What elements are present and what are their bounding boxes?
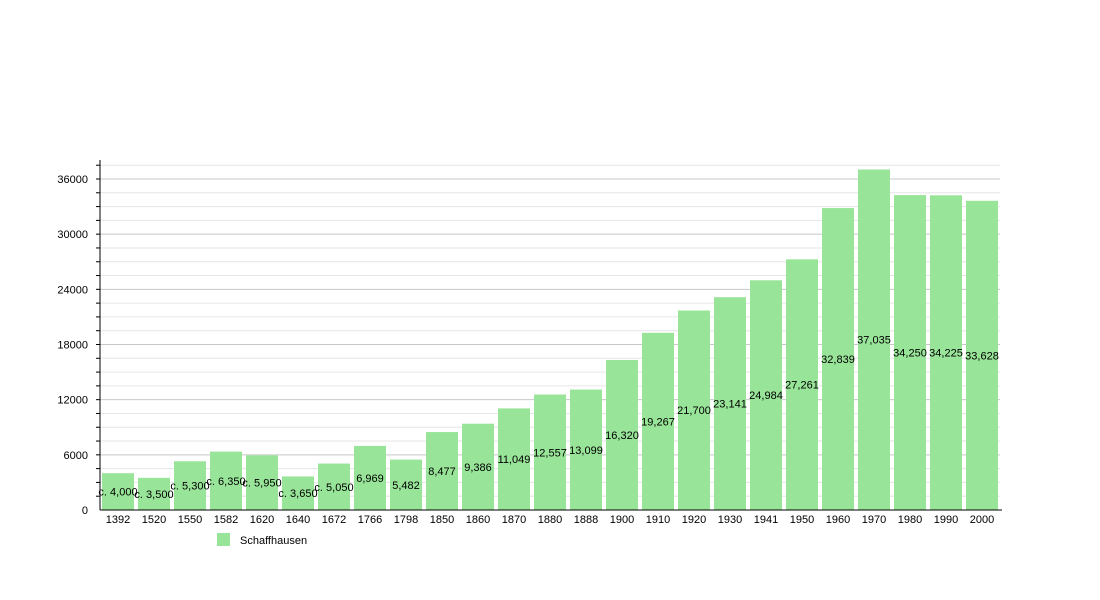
data-label: 6,969 (356, 473, 384, 485)
x-tick-label: 1520 (142, 514, 166, 526)
data-label: 32,839 (821, 354, 855, 366)
data-label: 8,477 (428, 466, 456, 478)
data-label: 24,984 (749, 390, 783, 402)
y-tick-label: 12000 (57, 395, 88, 407)
y-tick-label: 30000 (57, 229, 88, 241)
bar-1766 (354, 445, 386, 510)
bar-1900 (606, 359, 638, 510)
x-tick-label: 1941 (754, 514, 778, 526)
x-tick-label: 1860 (466, 514, 490, 526)
bar-1798 (390, 459, 422, 510)
x-tick-label: 1910 (646, 514, 670, 526)
bar-1870 (498, 408, 530, 510)
data-label: 34,225 (929, 348, 963, 360)
bar-1880 (534, 394, 566, 510)
bar-1920 (678, 310, 710, 510)
x-tick-label: 1550 (178, 514, 202, 526)
y-tick-label: 24000 (57, 284, 88, 296)
data-label: 37,035 (857, 335, 891, 347)
x-tick-label: 1640 (286, 514, 310, 526)
data-label: 11,049 (498, 454, 531, 466)
bar-1550 (174, 461, 206, 510)
data-label: c. 4,000 (98, 487, 137, 499)
bar-1582 (210, 451, 242, 510)
y-tick-label: 18000 (57, 340, 88, 352)
bar-1990 (930, 195, 962, 511)
data-label: c. 5,950 (242, 478, 281, 490)
bar-1888 (570, 389, 602, 510)
x-tick-label: 1870 (502, 514, 526, 526)
x-tick-label: 1850 (430, 514, 454, 526)
legend-swatch (217, 533, 230, 546)
y-tick-label: 0 (82, 505, 88, 517)
bar-2000 (966, 200, 998, 511)
data-label: 21,700 (677, 405, 711, 417)
x-tick-label: 1980 (898, 514, 922, 526)
x-tick-label: 1970 (862, 514, 886, 526)
data-label: 13,099 (569, 445, 603, 457)
y-tick-label: 6000 (64, 450, 88, 462)
data-label: 33,628 (965, 350, 999, 362)
data-label: c. 5,050 (314, 482, 353, 494)
data-label: 16,320 (605, 430, 639, 442)
data-label: c. 5,300 (170, 481, 209, 493)
data-label: c. 3,500 (134, 489, 173, 501)
data-label: c. 3,650 (278, 488, 317, 500)
x-tick-label: 1798 (394, 514, 418, 526)
data-label: 9,386 (464, 462, 492, 474)
bar-1980 (894, 195, 926, 510)
bar-1910 (642, 332, 674, 510)
bar-1520 (138, 477, 170, 510)
bar-1970 (858, 169, 890, 510)
x-tick-label: 2000 (970, 514, 994, 526)
x-tick-label: 1920 (682, 514, 706, 526)
bar-1640 (282, 476, 314, 510)
x-tick-label: 1582 (214, 514, 238, 526)
data-label: 12,557 (533, 447, 567, 459)
bar-1620 (246, 455, 278, 510)
x-tick-label: 1880 (538, 514, 562, 526)
x-tick-label: 1950 (790, 514, 814, 526)
x-tick-label: 1766 (358, 514, 382, 526)
x-tick-label: 1392 (106, 514, 130, 526)
legend-label: Schaffhausen (240, 535, 307, 547)
bar-1392 (102, 473, 134, 510)
data-label: c. 6,350 (206, 476, 245, 488)
bar-1960 (822, 208, 854, 510)
x-tick-label: 1930 (718, 514, 742, 526)
bar-1860 (462, 423, 494, 510)
bar-1950 (786, 259, 818, 510)
bar-1930 (714, 297, 746, 510)
x-tick-label: 1672 (322, 514, 346, 526)
y-tick-label: 36000 (57, 174, 88, 186)
data-label: 19,267 (641, 416, 675, 428)
bar-1941 (750, 280, 782, 510)
bar-1850 (426, 432, 458, 510)
data-label: 27,261 (785, 380, 819, 392)
bar-1672 (318, 463, 350, 510)
x-tick-label: 1960 (826, 514, 850, 526)
x-tick-label: 1888 (574, 514, 598, 526)
data-label: 23,141 (713, 399, 747, 411)
x-tick-label: 1620 (250, 514, 274, 526)
x-tick-label: 1990 (934, 514, 958, 526)
data-label: 34,250 (893, 348, 927, 360)
data-label: 5,482 (392, 480, 420, 492)
x-tick-label: 1900 (610, 514, 634, 526)
